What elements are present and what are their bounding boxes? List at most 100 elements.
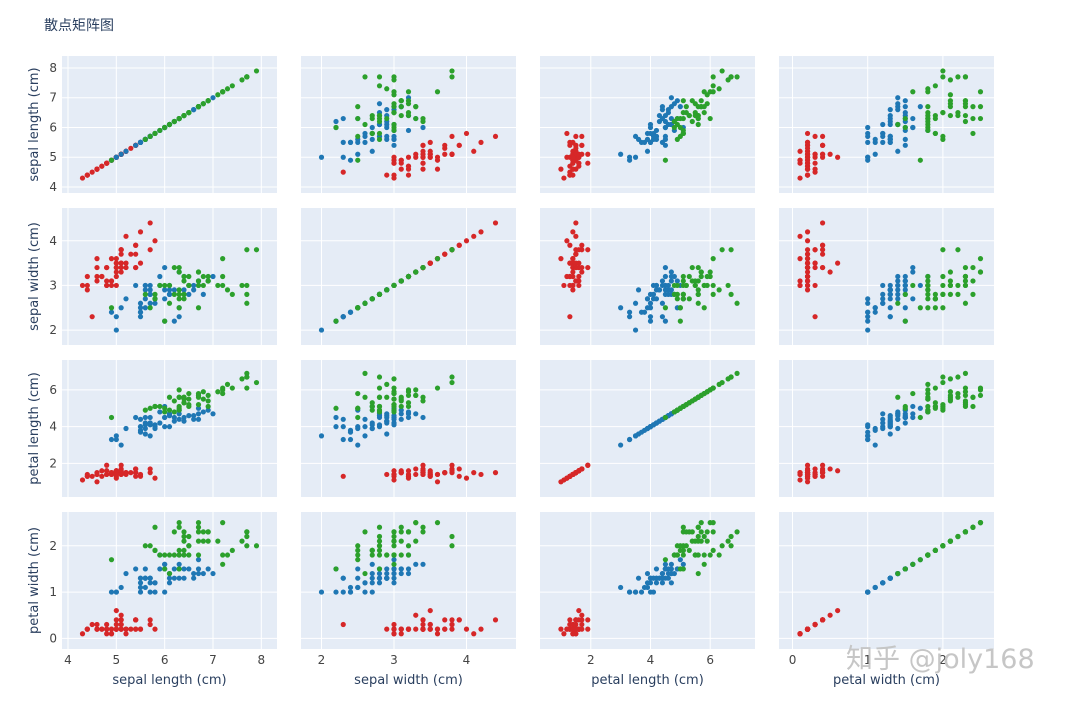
data-point-series-2: [362, 370, 368, 376]
data-point-series-2: [977, 89, 984, 95]
data-point-series-1: [656, 418, 663, 424]
data-point-series-2: [181, 538, 187, 544]
data-point-series-0: [819, 133, 826, 140]
data-point-series-1: [653, 566, 660, 572]
data-point-series-2: [355, 552, 361, 558]
data-point-series-0: [812, 154, 818, 160]
data-point-series-0: [113, 264, 119, 271]
data-point-series-1: [405, 570, 412, 577]
data-point-series-0: [570, 626, 576, 632]
data-point-series-2: [391, 385, 397, 391]
data-point-series-0: [812, 314, 818, 320]
data-point-series-2: [683, 109, 689, 116]
data-point-series-0: [104, 621, 110, 628]
data-point-series-2: [244, 282, 250, 289]
data-point-series-1: [355, 139, 361, 145]
data-point-series-2: [695, 538, 701, 544]
x-tick-label: 4: [64, 653, 72, 667]
data-point-series-2: [970, 278, 976, 284]
panel-pl-vs-pl: [540, 360, 755, 497]
data-point-series-2: [932, 291, 938, 297]
data-point-series-2: [220, 561, 226, 567]
data-point-series-1: [398, 407, 404, 413]
data-point-series-0: [804, 229, 811, 235]
data-point-series-0: [797, 477, 803, 483]
data-point-series-2: [384, 394, 390, 400]
data-point-series-2: [674, 296, 680, 302]
data-point-series-1: [626, 314, 633, 320]
data-point-series-1: [647, 305, 654, 311]
data-point-series-1: [137, 309, 144, 315]
data-point-series-0: [391, 154, 397, 160]
data-point-series-2: [707, 89, 713, 95]
data-point-series-0: [442, 626, 448, 632]
data-point-series-2: [955, 74, 961, 80]
data-point-series-2: [677, 318, 683, 324]
y-tick-label: 4: [49, 180, 57, 194]
data-point-series-0: [797, 471, 803, 478]
data-point-series-2: [449, 543, 455, 549]
data-point-series-1: [638, 429, 645, 435]
data-point-series-0: [99, 626, 105, 632]
data-point-series-2: [220, 89, 226, 95]
data-point-series-1: [137, 580, 144, 586]
data-point-series-2: [895, 570, 901, 577]
data-point-series-2: [902, 115, 908, 122]
data-point-series-1: [887, 133, 893, 140]
data-point-series-1: [157, 420, 163, 426]
data-point-series-1: [872, 139, 878, 145]
data-point-series-1: [644, 148, 651, 154]
data-point-series-0: [573, 133, 579, 140]
data-point-series-1: [865, 436, 871, 443]
data-point-series-2: [925, 104, 931, 110]
y-tick-label: 0: [49, 631, 57, 645]
data-point-series-1: [638, 309, 645, 315]
data-point-series-0: [398, 157, 404, 163]
data-point-series-0: [108, 282, 115, 289]
data-point-series-0: [819, 242, 826, 248]
data-point-series-0: [113, 471, 119, 478]
data-point-series-1: [118, 151, 124, 157]
data-point-series-0: [835, 468, 841, 474]
data-point-series-1: [147, 414, 153, 421]
data-point-series-2: [152, 547, 158, 554]
data-point-series-0: [827, 612, 833, 618]
data-point-series-2: [391, 533, 397, 540]
data-point-series-1: [895, 101, 901, 107]
data-point-series-2: [355, 405, 361, 411]
data-point-series-0: [340, 621, 346, 628]
data-point-series-1: [902, 420, 908, 426]
data-point-series-2: [977, 520, 984, 526]
data-point-series-2: [962, 118, 969, 125]
data-point-series-0: [118, 621, 124, 628]
data-point-series-1: [369, 124, 375, 131]
data-point-series-1: [152, 589, 158, 595]
data-point-series-1: [362, 416, 368, 422]
data-point-series-2: [384, 552, 390, 558]
data-point-series-2: [405, 273, 412, 280]
data-point-series-1: [362, 589, 368, 595]
data-point-series-0: [123, 264, 129, 271]
data-point-series-2: [181, 529, 187, 535]
data-point-series-0: [797, 282, 803, 289]
data-point-series-2: [181, 400, 187, 406]
x-tick-label: 3: [390, 653, 398, 667]
data-point-series-1: [910, 411, 916, 417]
data-point-series-0: [113, 256, 119, 262]
panel-background: [779, 512, 994, 649]
data-point-series-0: [804, 282, 811, 289]
data-point-series-0: [384, 626, 390, 632]
panel-pw-vs-pl: [540, 512, 755, 649]
data-point-series-1: [668, 580, 674, 586]
data-point-series-2: [689, 398, 695, 404]
data-point-series-2: [147, 133, 153, 140]
data-point-series-0: [427, 154, 433, 160]
data-point-series-2: [142, 407, 148, 413]
data-point-series-1: [917, 282, 923, 289]
data-point-series-0: [420, 151, 426, 157]
data-point-series-0: [585, 160, 591, 166]
y-axis-title: sepal length (cm): [27, 67, 42, 181]
data-point-series-1: [376, 575, 383, 581]
data-point-series-1: [137, 584, 144, 591]
data-point-series-2: [398, 529, 404, 535]
